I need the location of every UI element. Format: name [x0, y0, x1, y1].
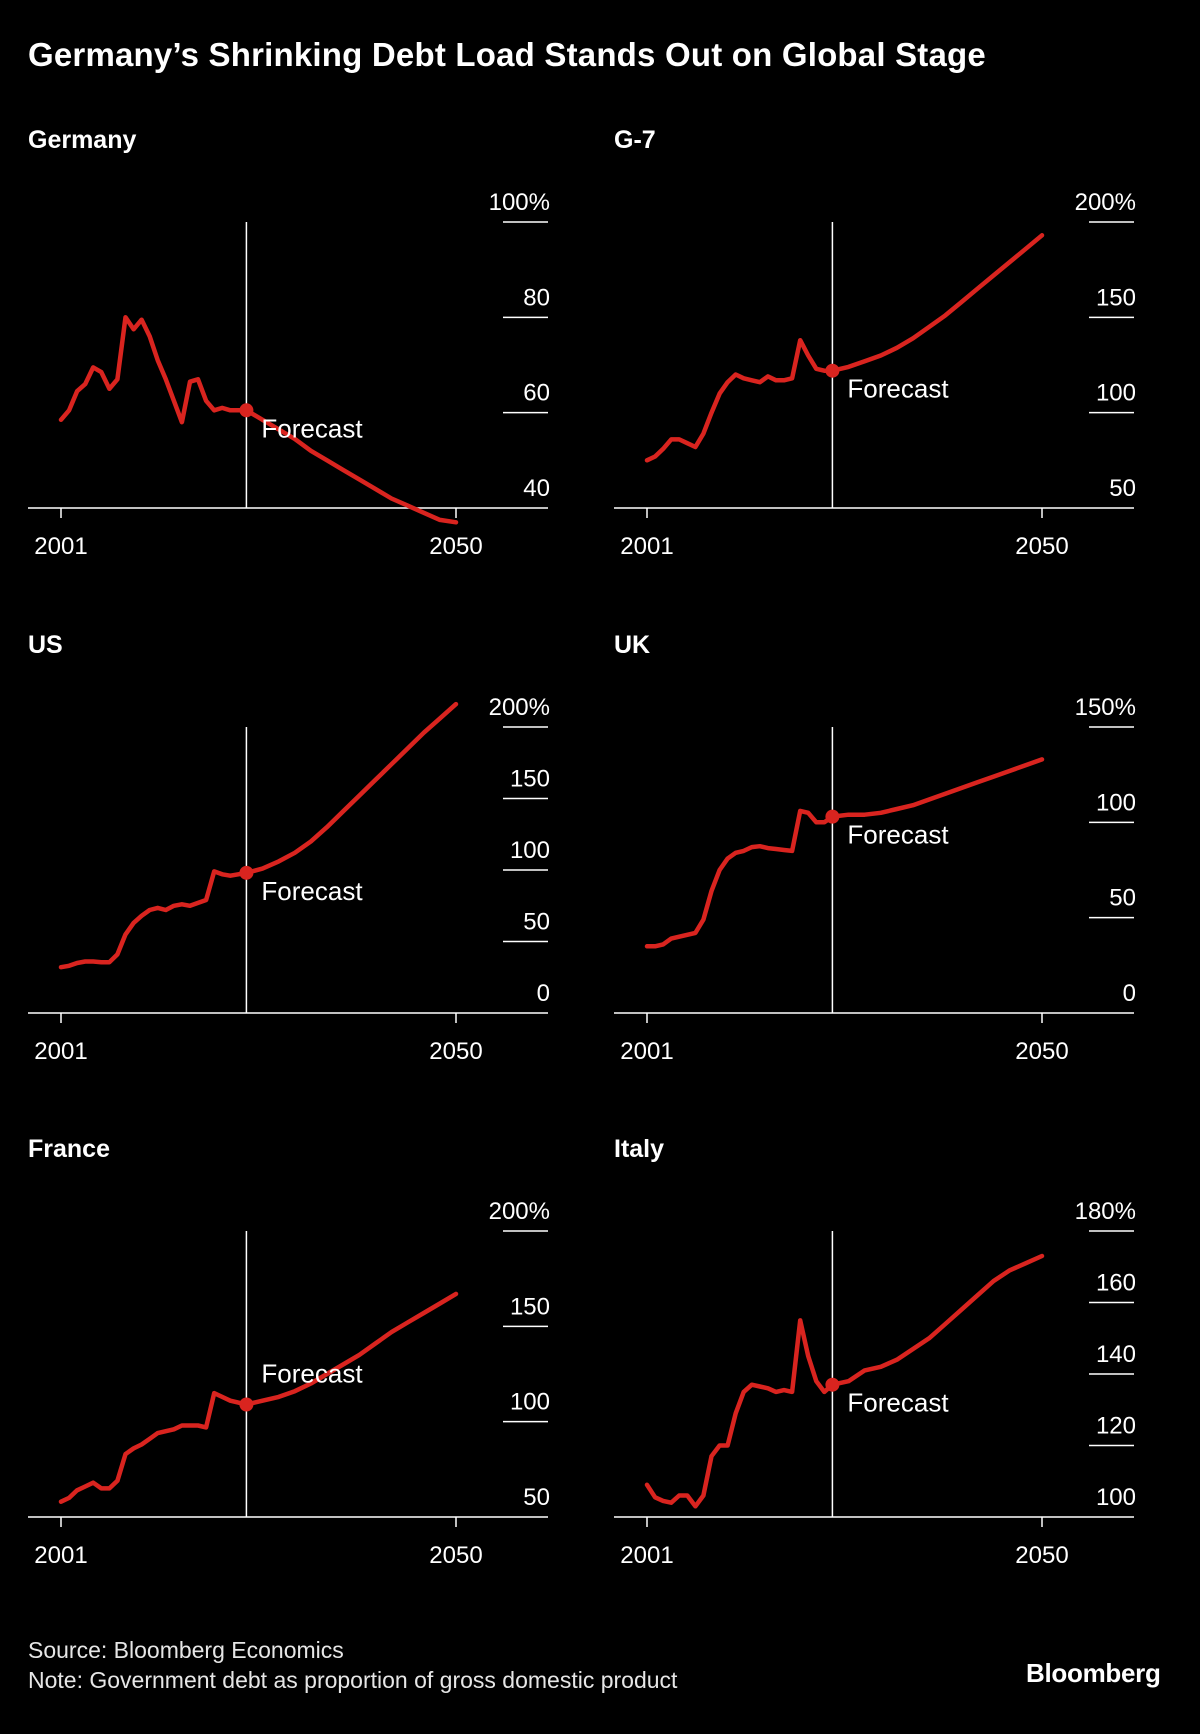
y-tick-label: 100 [1096, 1484, 1136, 1511]
y-tick-label: 50 [1109, 885, 1136, 912]
forecast-marker [239, 403, 254, 418]
y-tick-label: 150% [1075, 694, 1136, 721]
y-tick-label: 0 [537, 980, 550, 1007]
panel-title: France [28, 1135, 110, 1163]
x-tick-label: 2001 [34, 1038, 87, 1065]
x-tick-label: 2050 [1015, 533, 1068, 560]
y-tick-label: 50 [523, 909, 550, 936]
y-tick-label: 160 [1096, 1270, 1136, 1297]
panel-uk: UK 0 50 100 150% 2001 2050 Forecast [614, 631, 1136, 1065]
bloomberg-logo: Bloomberg [1026, 1658, 1161, 1688]
x-tick-label: 2001 [620, 1542, 673, 1569]
forecast-label: Forecast [847, 820, 949, 850]
forecast-marker [239, 865, 254, 880]
forecast-label: Forecast [847, 374, 949, 404]
y-tick-label: 200% [1075, 189, 1136, 216]
y-tick-label: 120 [1096, 1413, 1136, 1440]
y-tick-label: 150 [510, 766, 550, 793]
forecast-marker [825, 1377, 840, 1392]
series-line [644, 757, 1045, 949]
footnote: Note: Government debt as proportion of g… [28, 1667, 678, 1693]
x-tick-label: 2050 [429, 1542, 482, 1569]
y-tick-label: 150 [510, 1293, 550, 1320]
series-line [58, 315, 459, 525]
x-tick-label: 2001 [34, 1542, 87, 1569]
forecast-marker [825, 809, 840, 824]
panel-title: UK [614, 631, 650, 659]
y-tick-label: 60 [523, 380, 550, 407]
panel-germany: Germany 40 60 80 100% 2001 2050 Forecast [28, 126, 550, 560]
x-tick-label: 2050 [429, 1038, 482, 1065]
y-tick-label: 150 [1096, 284, 1136, 311]
x-tick-label: 2001 [34, 533, 87, 560]
source-note: Source: Bloomberg Economics [28, 1637, 344, 1663]
y-tick-label: 80 [523, 284, 550, 311]
series-line [644, 1253, 1045, 1509]
y-tick-label: 40 [523, 475, 550, 502]
forecast-marker [239, 1397, 254, 1412]
x-tick-label: 2050 [429, 533, 482, 560]
x-tick-label: 2050 [1015, 1038, 1068, 1065]
y-tick-label: 0 [1123, 980, 1136, 1007]
panel-france: France 50 100 150 200% 2001 2050 Forecast [28, 1135, 550, 1569]
x-tick-label: 2001 [620, 533, 673, 560]
forecast-marker [825, 363, 840, 378]
x-tick-label: 2050 [1015, 1542, 1068, 1569]
series-line [644, 233, 1045, 463]
y-tick-label: 100 [1096, 789, 1136, 816]
panel-title: G-7 [614, 126, 656, 154]
panel-title: US [28, 631, 63, 659]
chart-title: Germany’s Shrinking Debt Load Stands Out… [28, 36, 986, 73]
series-line [58, 701, 459, 970]
y-tick-label: 100% [489, 189, 550, 216]
y-tick-label: 50 [523, 1484, 550, 1511]
panel-us: US 0 50 100 150 200% 2001 2050 Forecast [28, 631, 550, 1065]
panel-g-7: G-7 50 100 150 200% 2001 2050 Forecast [614, 126, 1136, 560]
y-tick-label: 50 [1109, 475, 1136, 502]
y-tick-label: 100 [1096, 380, 1136, 407]
y-tick-label: 180% [1075, 1198, 1136, 1225]
panel-title: Germany [28, 126, 136, 154]
panel-italy: Italy 100 120 140 160 180% 2001 2050 Forecast [614, 1135, 1136, 1569]
y-tick-label: 100 [510, 837, 550, 864]
y-tick-label: 200% [489, 1198, 550, 1225]
forecast-label: Forecast [847, 1388, 949, 1418]
forecast-label: Forecast [261, 1359, 363, 1389]
forecast-label: Forecast [261, 876, 363, 906]
y-tick-label: 140 [1096, 1341, 1136, 1368]
series-line [58, 1291, 459, 1504]
y-tick-label: 100 [510, 1389, 550, 1416]
forecast-label: Forecast [261, 413, 363, 443]
panel-title: Italy [614, 1135, 664, 1163]
y-tick-label: 200% [489, 694, 550, 721]
x-tick-label: 2001 [620, 1038, 673, 1065]
